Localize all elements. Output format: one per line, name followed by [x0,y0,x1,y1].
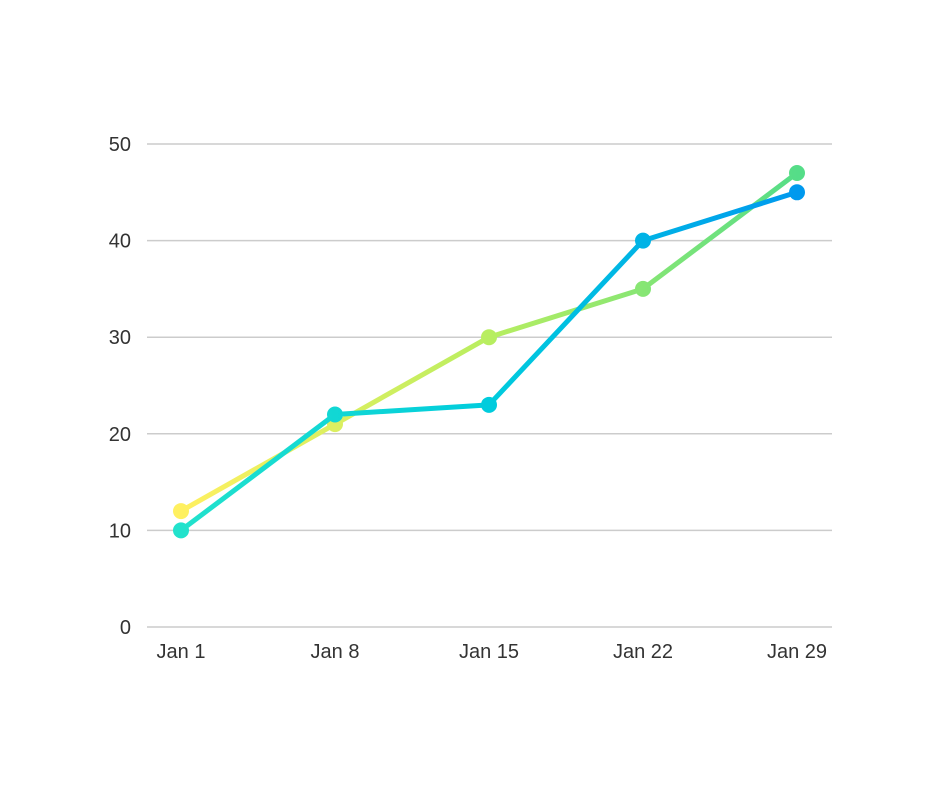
gridlines [147,143,832,628]
series-2 [173,184,805,539]
y-tick-label: 10 [109,520,131,542]
data-point[interactable] [789,184,805,201]
x-axis: Jan 1 Jan 8 Jan 15 Jan 22 Jan 29 [157,641,828,663]
x-tick-label: Jan 22 [613,641,673,663]
data-point[interactable] [789,164,805,181]
series-layer [173,164,805,539]
data-point[interactable] [635,280,651,297]
y-tick-label: 40 [109,231,131,253]
y-tick-label: 30 [109,327,131,349]
x-tick-label: Jan 1 [157,641,206,663]
y-tick-label: 50 [109,134,131,156]
y-tick-label: 20 [109,424,131,446]
data-point[interactable] [173,503,189,520]
data-point[interactable] [481,396,497,413]
data-point[interactable] [635,232,651,249]
data-point[interactable] [173,522,189,539]
data-point[interactable] [327,406,343,423]
data-point[interactable] [481,329,497,346]
x-tick-label: Jan 15 [459,641,519,663]
y-tick-label: 0 [120,617,131,639]
x-tick-label: Jan 8 [311,641,360,663]
x-tick-label: Jan 29 [767,641,827,663]
y-axis: 0 10 20 30 40 50 [109,134,131,639]
